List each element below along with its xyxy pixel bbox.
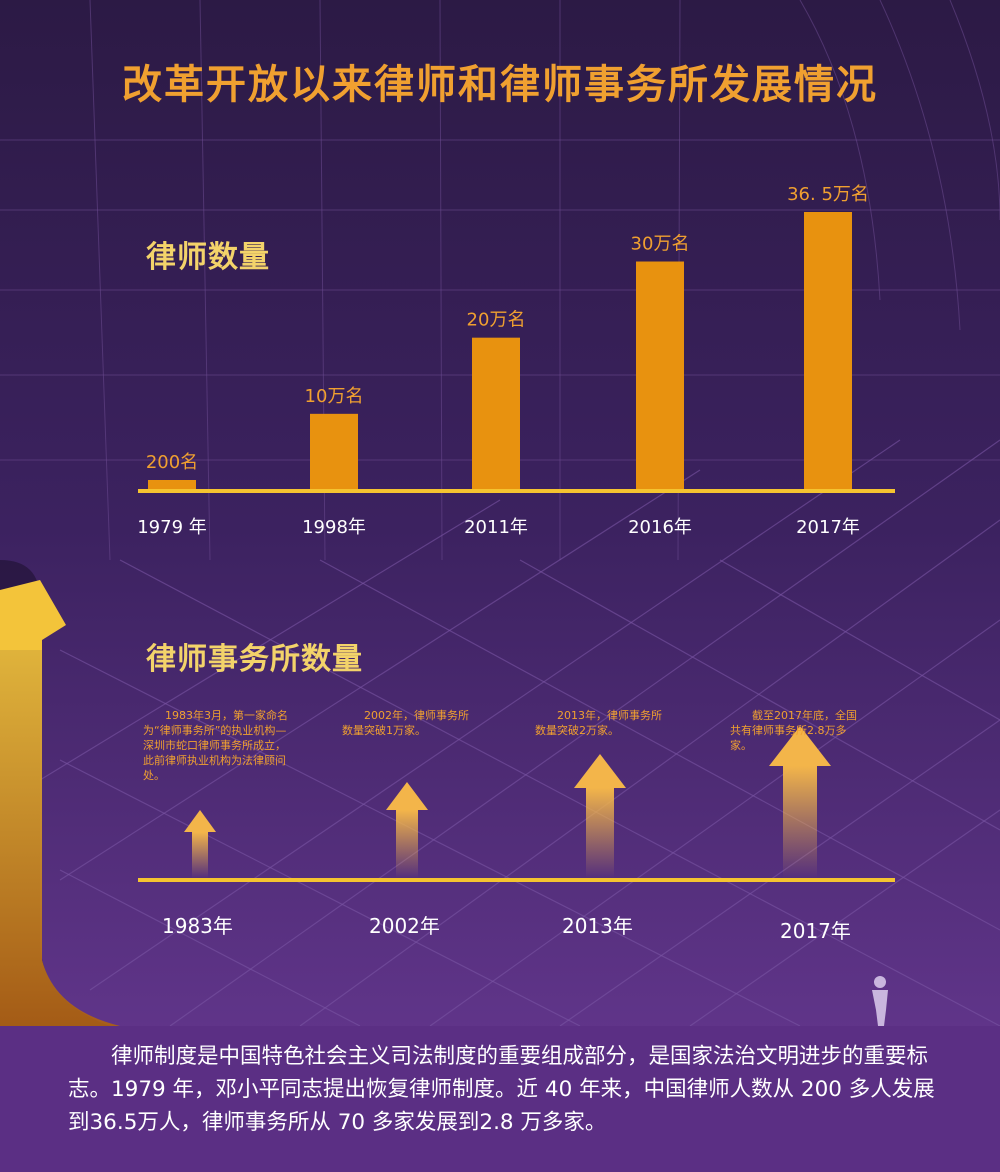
growth-arrow-icon [574, 754, 626, 878]
bar-3 [636, 261, 684, 490]
bar-1 [310, 413, 358, 490]
bar-data-label: 200名 [146, 452, 198, 473]
x-tick-label: 2016年 [628, 517, 692, 538]
event-note: 截至2017年底，全国共有律师事务所2.8万多家。 [730, 709, 857, 752]
page-title: 改革开放以来律师和律师事务所发展情况 [122, 62, 878, 108]
bar-data-label: 20万名 [467, 310, 526, 331]
x-tick-label: 2011年 [464, 517, 528, 538]
lawyers-section-title: 律师数量 [146, 240, 270, 275]
timeline-year-label: 2013年 [562, 914, 633, 938]
growth-arrow-icon [184, 810, 216, 878]
bar-2 [472, 337, 520, 490]
timeline-year-label: 2017年 [780, 919, 851, 943]
firms-section-title: 律师事务所数量 [146, 642, 363, 677]
summary-panel [0, 1026, 1000, 1172]
summary-text: 律师制度是中国特色社会主义司法制度的重要组成部分，是国家法治文明进步的重要标志。… [68, 1044, 935, 1135]
x-tick-label: 1979 年 [137, 517, 207, 538]
event-note: 1983年3月，第一家命名为“律师事务所”的执业机构—深圳市蛇口律师事务所成立，… [143, 709, 288, 782]
bar-data-label: 36. 5万名 [787, 184, 869, 205]
left-arrow-body [0, 650, 120, 1026]
event-note: 2013年，律师事务所数量突破2万家。 [535, 709, 662, 737]
x-tick-label: 1998年 [302, 517, 366, 538]
x-tick-label: 2017年 [796, 517, 860, 538]
event-note: 2002年，律师事务所数量突破1万家。 [342, 709, 469, 737]
person-icon [872, 976, 888, 1026]
timeline-year-label: 1983年 [162, 914, 233, 938]
bar-4 [804, 212, 852, 490]
bar-data-label: 10万名 [305, 386, 364, 407]
bar-0 [148, 480, 196, 490]
timeline-year-label: 2002年 [369, 914, 440, 938]
growth-arrow-icon [769, 726, 831, 878]
bar-data-label: 30万名 [631, 234, 690, 255]
left-arrow-head [0, 580, 66, 650]
growth-arrow-icon [386, 782, 428, 878]
